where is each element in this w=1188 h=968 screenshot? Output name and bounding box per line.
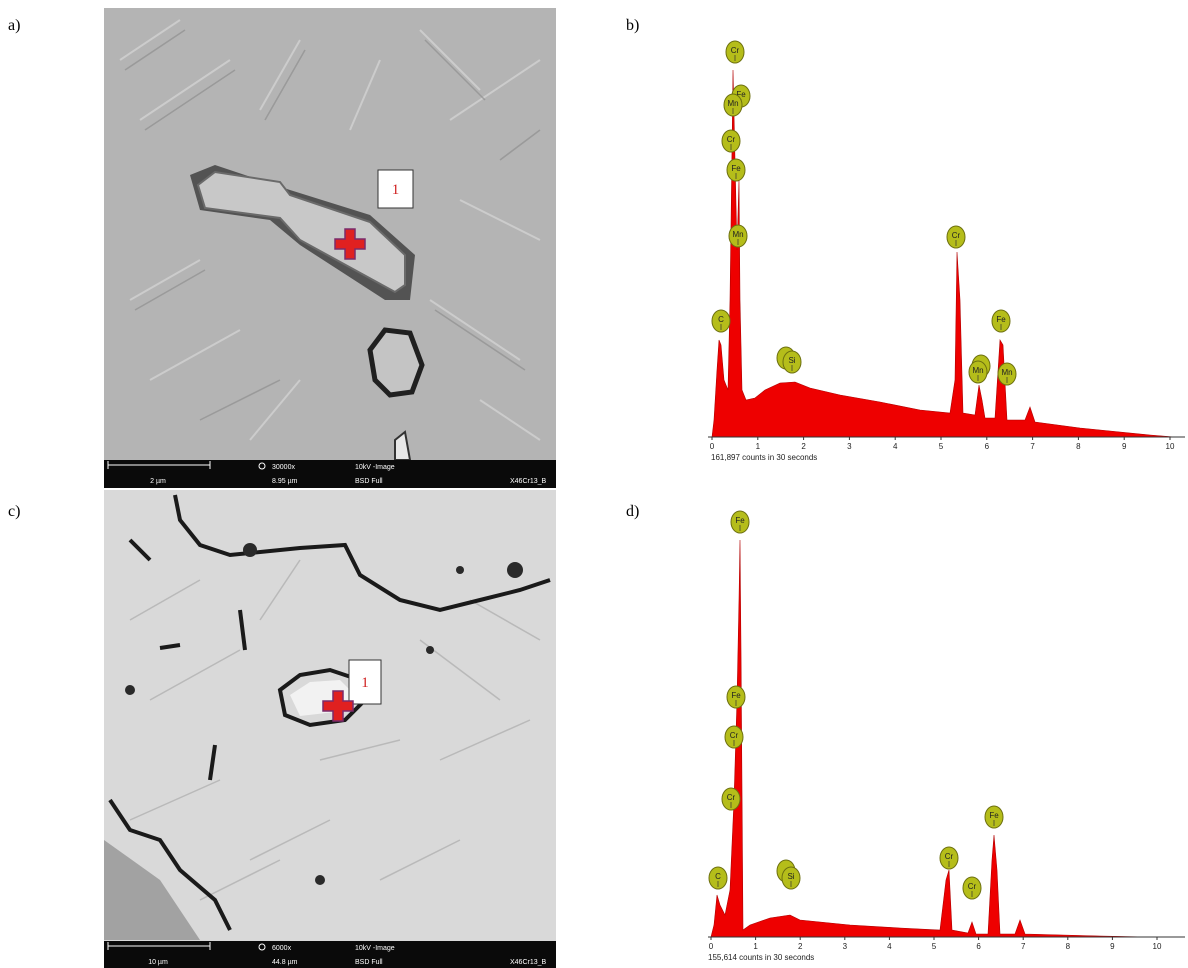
x-tick-label: 1 — [753, 942, 758, 951]
detector: BSD Full — [355, 478, 383, 485]
x-tick-label: 4 — [893, 442, 898, 451]
field-width: 44.8 µm — [272, 959, 298, 966]
scale-bar-label: 2 µm — [150, 478, 166, 485]
label-circle — [984, 805, 1004, 829]
x-tick-label: 9 — [1122, 442, 1127, 451]
x-tick-label: 5 — [939, 442, 944, 451]
label-circle — [782, 350, 802, 374]
label-circle — [721, 129, 741, 153]
peak-label: Si — [787, 872, 794, 881]
label-circle — [711, 309, 731, 333]
peak-label: Fe — [989, 811, 999, 820]
label-circle — [728, 224, 748, 248]
x-tick-label: 6 — [985, 442, 990, 451]
detector: BSD Full — [355, 959, 383, 966]
magnification: 6000x — [272, 945, 292, 952]
x-tick-label: 10 — [1153, 942, 1162, 951]
peak-label: Si — [788, 356, 795, 365]
x-tick-label: 0 — [710, 442, 715, 451]
x-tick-label: 3 — [847, 442, 852, 451]
marker-label: 1 — [392, 182, 400, 198]
x-tick-label: 2 — [798, 942, 803, 951]
peak-label: Mn — [727, 99, 738, 108]
x-tick-label: 6 — [976, 942, 981, 951]
peak-label: Cr — [952, 231, 961, 240]
peak-label: Cr — [945, 852, 954, 861]
x-tick-label: 9 — [1110, 942, 1115, 951]
label-circle — [723, 93, 743, 117]
field-width: 8.95 µm — [272, 478, 298, 485]
panel-label: d) — [626, 503, 639, 520]
peak-label: Cr — [968, 882, 977, 891]
peak-label: C — [718, 315, 724, 324]
scale-bar-label: 10 µm — [148, 959, 168, 966]
x-tick-label: 7 — [1021, 942, 1026, 951]
sem-image — [104, 8, 556, 488]
peak-label: Fe — [736, 90, 746, 99]
x-tick-label: 1 — [756, 442, 761, 451]
peak-label: Mn — [732, 230, 743, 239]
label-circle — [781, 866, 801, 890]
peak-label: Cr — [731, 46, 740, 55]
sem-image — [104, 490, 556, 968]
x-tick-label: 0 — [709, 942, 714, 951]
label-circle — [726, 158, 746, 182]
label-circle — [726, 685, 746, 709]
peak-label: Cr — [727, 135, 736, 144]
peak-label: C — [715, 872, 721, 881]
panel-label: b) — [626, 17, 639, 34]
peak-label: Cr — [727, 793, 736, 802]
marker-cross — [322, 690, 354, 722]
mode: 10kV -Image — [355, 464, 395, 471]
label-circle — [997, 362, 1017, 386]
x-tick-label: 3 — [843, 942, 848, 951]
peak-label: Fe — [996, 315, 1006, 324]
x-tick-label: 4 — [887, 942, 892, 951]
label-circle — [962, 876, 982, 900]
sample: X46Cr13_B — [510, 959, 547, 966]
peak-label: Fe — [731, 691, 741, 700]
sample: X46Cr13_B — [510, 478, 547, 485]
spectrum — [710, 539, 1151, 938]
peak-label: Mn — [1001, 368, 1012, 377]
x-tick-label: 8 — [1076, 442, 1081, 451]
label-circle — [991, 309, 1011, 333]
x-tick-label: 10 — [1166, 442, 1175, 451]
label-circle — [721, 787, 741, 811]
x-tick-label: 7 — [1030, 442, 1035, 451]
marker-box — [348, 659, 382, 705]
label-circle — [725, 40, 745, 64]
x-tick-label: 8 — [1066, 942, 1071, 951]
marker-cross — [334, 228, 366, 260]
label-circle — [724, 725, 744, 749]
marker-box — [377, 169, 414, 209]
peak-label: Fe — [735, 516, 745, 525]
marker-label: 1 — [361, 675, 369, 691]
panel-label: a) — [8, 17, 20, 34]
x-tick-label: 5 — [932, 942, 937, 951]
label-circle — [939, 846, 959, 870]
peak-label: Cr — [730, 731, 739, 740]
peak-label: Mn — [972, 366, 983, 375]
label-circle — [968, 360, 988, 384]
spectrum-caption: 155,614 counts in 30 seconds — [708, 953, 814, 962]
peak-label: Fe — [731, 164, 741, 173]
x-tick-label: 2 — [801, 442, 806, 451]
spectrum — [711, 69, 1176, 438]
label-circle — [708, 866, 728, 890]
label-circle — [730, 510, 750, 534]
spectrum-caption: 161,897 counts in 30 seconds — [711, 453, 817, 462]
mode: 10kV -Image — [355, 945, 395, 952]
label-circle — [946, 225, 966, 249]
magnification: 30000x — [272, 464, 295, 471]
panel-label: c) — [8, 503, 20, 520]
